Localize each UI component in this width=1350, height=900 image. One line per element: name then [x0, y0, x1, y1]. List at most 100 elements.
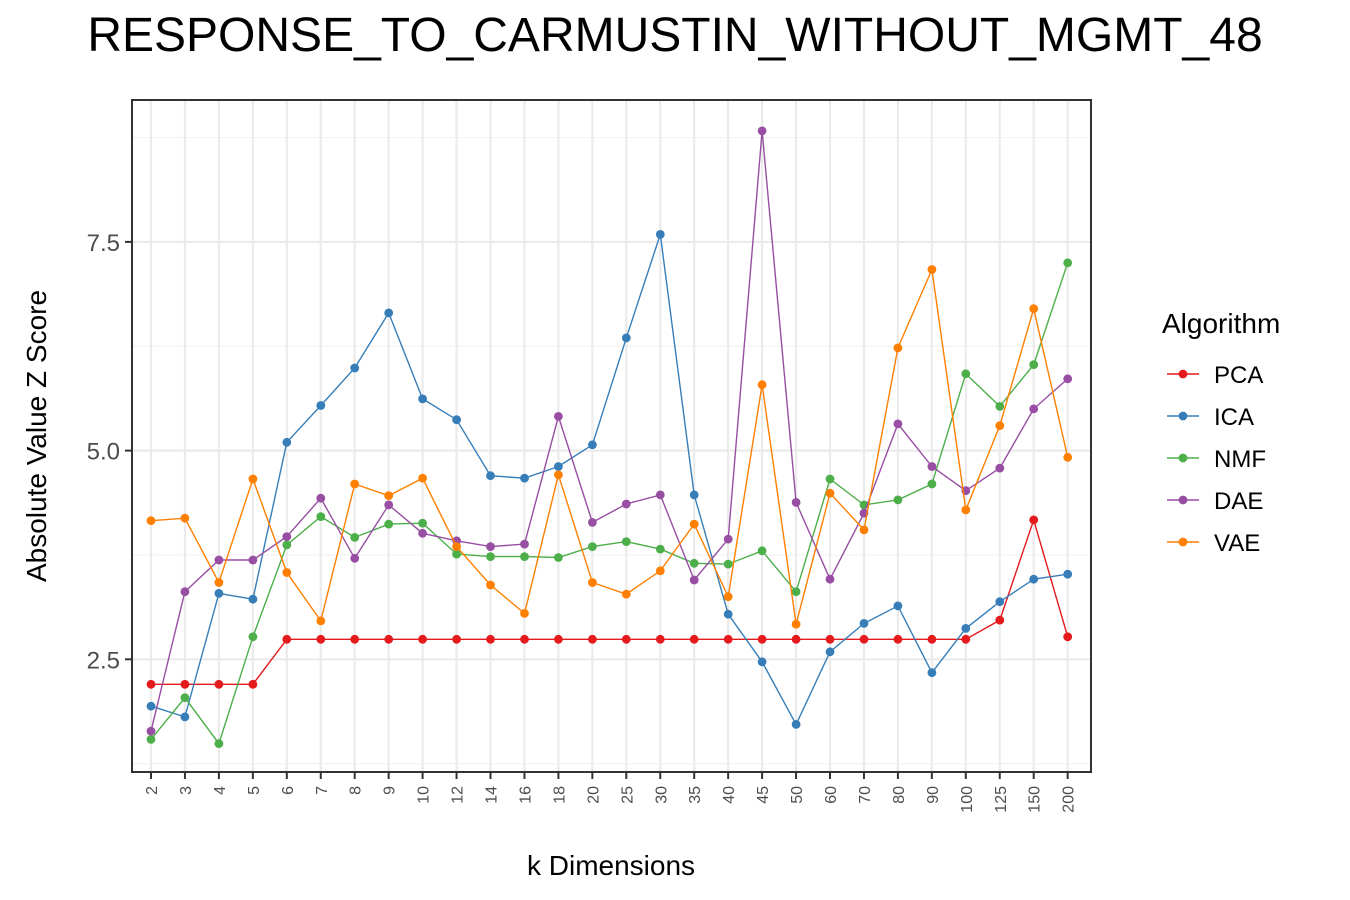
data-point-ica — [689, 490, 699, 500]
x-tick-label: 70 — [857, 786, 874, 804]
data-point-ica — [588, 440, 597, 450]
y-axis-title: Absolute Value Z Score — [21, 290, 52, 582]
data-point-pca — [1029, 515, 1039, 525]
legend-item-vae: VAE — [1167, 530, 1260, 557]
data-point-vae — [893, 343, 903, 353]
data-point-vae — [520, 609, 529, 618]
data-point-nmf — [282, 540, 292, 550]
data-point-dae — [655, 490, 665, 500]
data-point-nmf — [486, 552, 495, 561]
data-point-dae — [757, 126, 767, 136]
data-point-vae — [927, 265, 937, 274]
series-nmf — [146, 258, 1073, 748]
x-tick-label: 6 — [280, 786, 297, 795]
y-tick-label: 2.5 — [87, 647, 120, 674]
x-tick-label: 9 — [382, 786, 399, 795]
data-point-ica — [621, 333, 631, 343]
data-point-dae — [350, 553, 360, 563]
data-point-dae — [418, 528, 427, 538]
x-tick-label: 14 — [484, 786, 501, 804]
data-point-vae — [384, 491, 394, 501]
x-tick-label: 200 — [1061, 786, 1078, 813]
data-point-dae — [384, 500, 394, 510]
data-point-pca — [859, 634, 869, 644]
data-point-pca — [486, 634, 495, 644]
x-tick-label: 10 — [416, 786, 433, 804]
data-point-nmf — [961, 369, 971, 379]
data-point-nmf — [554, 553, 563, 562]
data-point-nmf — [384, 519, 394, 529]
legend-label: VAE — [1214, 530, 1260, 557]
x-tick-label: 3 — [178, 786, 195, 795]
data-point-ica — [146, 701, 156, 711]
data-point-ica — [520, 473, 529, 483]
data-point-nmf — [588, 542, 597, 551]
data-point-ica — [1063, 569, 1073, 579]
data-point-pca — [757, 634, 767, 644]
data-point-ica — [350, 363, 360, 373]
data-point-pca — [316, 634, 326, 644]
data-point-dae — [214, 555, 224, 565]
data-point-dae — [723, 534, 733, 544]
data-point-pca — [995, 615, 1005, 625]
data-point-dae — [316, 493, 326, 503]
data-point-vae — [655, 566, 665, 576]
data-point-ica — [384, 308, 394, 318]
data-point-ica — [927, 668, 937, 678]
data-point-pca — [689, 634, 699, 644]
data-point-nmf — [1029, 360, 1039, 369]
data-point-dae — [1029, 404, 1039, 414]
series-line-vae — [150, 266, 1069, 625]
data-point-nmf — [248, 632, 258, 642]
data-point-ica — [655, 230, 665, 239]
x-tick-label: 100 — [959, 786, 976, 813]
data-point-ica — [214, 589, 224, 598]
legend-key-point — [1178, 369, 1188, 379]
legend-item-dae: DAE — [1167, 488, 1263, 515]
legend-item-pca: PCA — [1167, 362, 1263, 389]
y-tick-label: 5.0 — [87, 439, 120, 466]
data-point-nmf — [723, 559, 733, 569]
x-tick-label: 8 — [348, 786, 365, 795]
data-point-dae — [1063, 374, 1073, 384]
data-point-nmf — [452, 549, 461, 559]
data-point-vae — [282, 568, 292, 577]
data-point-ica — [180, 712, 190, 722]
data-point-ica — [248, 594, 258, 604]
x-tick-label: 45 — [755, 786, 772, 804]
data-point-vae — [859, 525, 869, 535]
data-point-ica — [554, 462, 563, 471]
data-point-dae — [588, 518, 597, 527]
data-point-pca — [961, 634, 971, 644]
data-point-nmf — [825, 474, 835, 484]
data-point-dae — [282, 532, 292, 541]
series-group — [146, 126, 1073, 748]
series-line-ica — [150, 234, 1068, 726]
data-point-pca — [418, 634, 427, 644]
legend-key-point — [1178, 453, 1188, 463]
data-point-ica — [961, 624, 971, 633]
data-point-ica — [859, 619, 869, 628]
data-point-vae — [961, 505, 971, 515]
data-point-nmf — [214, 739, 224, 748]
data-point-dae — [689, 575, 699, 585]
data-point-pca — [248, 679, 258, 689]
data-point-vae — [146, 516, 156, 526]
data-point-vae — [214, 578, 224, 587]
data-point-nmf — [621, 537, 631, 546]
data-point-vae — [1029, 304, 1039, 314]
legend-item-nmf: NMF — [1167, 446, 1266, 473]
legend-key-point — [1178, 495, 1188, 505]
x-tick-label: 20 — [585, 786, 602, 804]
legend-title: Algorithm — [1162, 308, 1280, 339]
x-tick-label: 2 — [144, 786, 161, 795]
data-point-vae — [995, 421, 1005, 430]
data-point-pca — [791, 634, 801, 644]
data-point-vae — [180, 513, 190, 523]
series-dae — [146, 126, 1073, 736]
x-tick-label: 25 — [619, 786, 636, 804]
data-point-vae — [825, 488, 835, 498]
data-point-vae — [452, 542, 461, 551]
data-point-nmf — [418, 518, 427, 528]
